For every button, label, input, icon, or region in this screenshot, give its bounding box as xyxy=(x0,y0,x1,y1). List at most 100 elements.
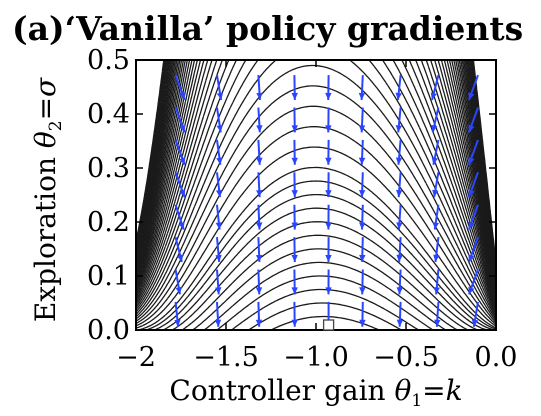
gradient-arrow xyxy=(468,74,479,101)
gradient-arrow xyxy=(358,139,366,165)
x-tick-label: −1.0 xyxy=(283,342,349,373)
gradient-arrow xyxy=(431,107,440,133)
gradient-arrow xyxy=(174,301,181,327)
x-axis-ticks: −2 −1.5 −1.0 −0.5 0.0 xyxy=(116,60,517,373)
chart-title: (a)‘Vanilla’ policy gradients xyxy=(12,9,523,48)
gradient-arrow xyxy=(432,204,440,230)
gradient-arrow xyxy=(325,75,332,100)
gradient-arrow xyxy=(174,269,182,295)
x-tick-label: −1.5 xyxy=(193,342,259,373)
optimum-marker xyxy=(322,319,335,331)
y-axis-ticks: 0.0 0.1 0.2 0.3 0.4 0.5 xyxy=(87,45,496,346)
gradient-arrow xyxy=(468,171,479,198)
gradient-arrow xyxy=(325,107,332,133)
gradient-arrow xyxy=(468,139,479,166)
gradient-arrow xyxy=(256,75,263,101)
y-tick-label: 0.1 xyxy=(87,261,130,292)
gradient-arrow xyxy=(395,75,402,101)
gradient-arrow xyxy=(255,204,263,230)
gradient-arrow xyxy=(291,301,298,327)
x-axis-label-symbol: θ xyxy=(394,374,411,407)
gradient-arrow xyxy=(216,107,223,133)
gradient-arrow xyxy=(216,74,224,101)
gradient-arrow xyxy=(468,236,479,263)
gradient-arrow xyxy=(174,236,184,263)
gradient-arrow xyxy=(395,139,403,165)
gradient-arrow xyxy=(215,237,222,263)
gradient-arrow xyxy=(215,204,223,230)
x-axis-label-prefix: Controller gain xyxy=(169,374,394,407)
gradient-arrow xyxy=(214,301,222,327)
gradient-arrow xyxy=(291,172,298,198)
y-axis-label-prefix: Exploration xyxy=(29,148,62,322)
gradient-arrow xyxy=(433,269,440,295)
y-tick-label: 0.5 xyxy=(87,45,130,76)
y-tick-label: 0.3 xyxy=(87,153,130,184)
y-axis-label-symbol: θ xyxy=(29,131,62,148)
gradient-arrow xyxy=(325,269,332,295)
gradient-arrow xyxy=(358,172,366,198)
gradient-arrow xyxy=(396,301,404,327)
gradient-arrow xyxy=(468,107,479,133)
gradient-arrow xyxy=(255,269,263,295)
y-tick-label: 0.0 xyxy=(87,315,130,346)
gradient-arrow xyxy=(215,172,223,198)
gradient-arrow xyxy=(433,237,440,263)
y-axis-label: Exploration θ2=σ xyxy=(29,77,66,322)
y-axis-label-suffix: =σ xyxy=(29,77,62,120)
gradient-arrow xyxy=(432,172,440,198)
gradient-arrow xyxy=(359,301,366,327)
gradient-arrow xyxy=(359,204,366,230)
gradient-arrow xyxy=(359,269,366,295)
y-axis-label-subscript: 2 xyxy=(46,120,66,131)
gradient-arrow xyxy=(174,204,185,230)
contour-line xyxy=(136,60,496,313)
gradient-arrow xyxy=(431,139,440,165)
gradient-arrow xyxy=(256,172,263,198)
gradient-arrow xyxy=(291,107,298,133)
x-tick-label: −0.5 xyxy=(373,342,439,373)
y-tick-label: 0.2 xyxy=(87,207,130,238)
gradient-arrow xyxy=(325,139,332,165)
gradient-arrow xyxy=(358,75,366,101)
gradient-arrow xyxy=(291,75,298,100)
gradient-arrow xyxy=(325,204,332,230)
gradient-arrow xyxy=(358,107,366,133)
gradient-arrow xyxy=(215,269,222,295)
x-axis-label-suffix: =k xyxy=(422,374,462,407)
gradient-arrow xyxy=(395,107,403,133)
gradient-arrow xyxy=(174,139,186,166)
gradient-arrow xyxy=(291,237,298,262)
x-tick-label: −2 xyxy=(116,342,156,373)
gradient-arrow xyxy=(430,74,440,101)
gradient-arrow xyxy=(291,204,298,230)
gradient-arrow xyxy=(291,139,298,165)
gradient-arrow xyxy=(325,172,332,198)
gradient-arrow xyxy=(216,139,223,165)
gradient-arrow xyxy=(471,301,479,327)
gradient-arrow xyxy=(434,301,441,327)
gradient-arrow xyxy=(255,301,263,327)
y-tick-label: 0.4 xyxy=(87,99,130,130)
gradient-arrow xyxy=(325,237,332,262)
gradient-arrow xyxy=(468,204,479,230)
gradient-arrow xyxy=(468,269,479,295)
gradient-arrow xyxy=(174,74,186,101)
gradient-arrow xyxy=(255,237,263,262)
gradient-arrow xyxy=(256,107,263,133)
gradient-arrow xyxy=(396,269,403,295)
gradient-arrow xyxy=(396,172,403,198)
gradient-arrow xyxy=(174,107,186,133)
gradient-arrow xyxy=(256,139,263,165)
x-tick-label: 0.0 xyxy=(475,342,518,373)
gradient-arrow xyxy=(174,171,186,198)
gradient-arrow xyxy=(359,237,366,262)
gradient-arrow xyxy=(396,204,403,230)
gradient-arrows xyxy=(174,74,479,327)
gradient-arrow xyxy=(396,237,403,263)
x-axis-label-subscript: 1 xyxy=(411,391,422,411)
optimum-marker-layer xyxy=(322,319,335,331)
x-axis-label: Controller gain θ1=k xyxy=(169,374,462,411)
gradient-arrow xyxy=(291,269,298,295)
